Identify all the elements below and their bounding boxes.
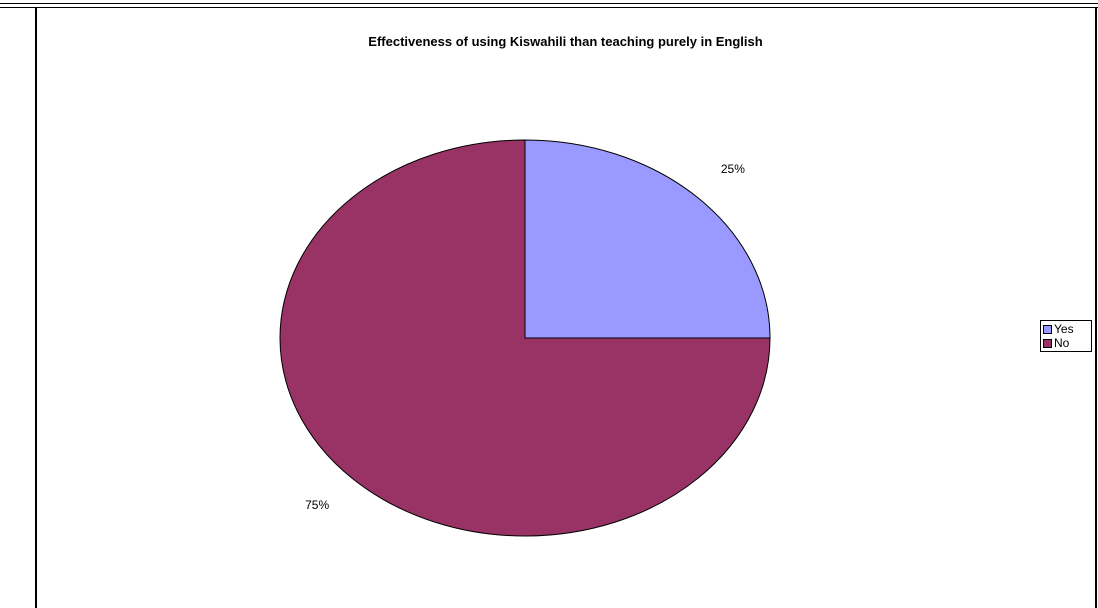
chart-title: Effectiveness of using Kiswahili than te… bbox=[368, 34, 763, 49]
legend-item-yes: Yes bbox=[1043, 322, 1089, 336]
right-border-line bbox=[1095, 7, 1097, 608]
legend: Yes No bbox=[1040, 320, 1092, 352]
pie-slice-yes bbox=[524, 139, 771, 339]
legend-swatch-no bbox=[1043, 338, 1052, 348]
legend-label-no: No bbox=[1054, 336, 1070, 350]
pie-slice-no bbox=[279, 139, 771, 537]
data-label-no: 75% bbox=[305, 498, 329, 512]
top-border-line-inner bbox=[0, 7, 1098, 8]
legend-label-yes: Yes bbox=[1054, 322, 1074, 336]
data-label-yes: 25% bbox=[721, 162, 745, 176]
legend-item-no: No bbox=[1043, 336, 1089, 350]
legend-swatch-yes bbox=[1043, 324, 1052, 334]
top-border-line bbox=[0, 3, 1098, 4]
left-border-line bbox=[35, 7, 37, 608]
